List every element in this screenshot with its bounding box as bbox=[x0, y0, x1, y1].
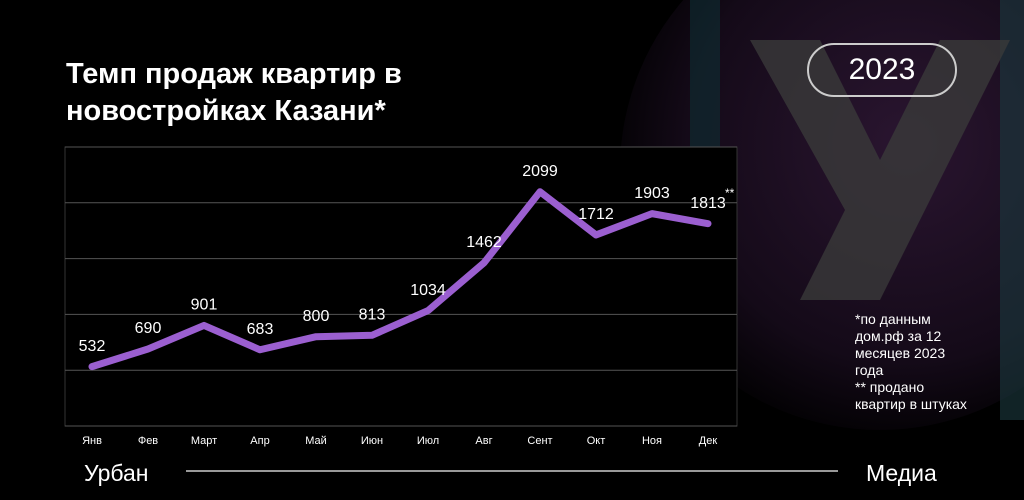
x-tick-label: Апр bbox=[250, 435, 269, 447]
title: Темп продаж квартир в новостройках Казан… bbox=[66, 58, 402, 127]
value-label: 2099 bbox=[522, 163, 558, 180]
series-line bbox=[88, 188, 712, 371]
footer-left: Урбан bbox=[84, 460, 149, 486]
value-label: 1903 bbox=[634, 185, 670, 202]
x-tick-label: Май bbox=[305, 435, 327, 447]
footer-right: Медиа bbox=[866, 460, 937, 486]
footnote-line: ** продано квартир в штуках bbox=[855, 379, 967, 412]
decor-logo bbox=[750, 40, 1010, 300]
value-label: 800 bbox=[303, 308, 330, 325]
x-tick-label: Авг bbox=[475, 435, 492, 447]
x-tick-label: Дек bbox=[699, 435, 718, 447]
value-label: 1813 bbox=[690, 195, 726, 212]
value-label: 532 bbox=[79, 338, 106, 355]
x-tick-label: Июл bbox=[417, 435, 439, 447]
x-tick-label: Сент bbox=[527, 435, 552, 447]
value-label: 901 bbox=[191, 297, 218, 314]
footnote-line: *по данным дом.рф за 12 месяцев 2023 год… bbox=[855, 311, 946, 378]
x-tick-label: Янв bbox=[82, 435, 102, 447]
x-tick-label: Ноя bbox=[642, 435, 662, 447]
value-label: 1034 bbox=[410, 282, 446, 299]
x-tick-label: Март bbox=[191, 435, 217, 447]
value-label: 1712 bbox=[578, 206, 614, 223]
x-tick-label: Фев bbox=[138, 435, 158, 447]
x-tick-label: Окт bbox=[587, 435, 606, 447]
value-label: 1462 bbox=[466, 234, 502, 251]
value-label: 813 bbox=[359, 306, 386, 323]
year-badge: 2023 bbox=[807, 43, 957, 97]
value-label: 683 bbox=[247, 321, 274, 338]
decor-stripe bbox=[1000, 0, 1024, 420]
annotation: ** bbox=[725, 186, 735, 200]
footnote: *по данным дом.рф за 12 месяцев 2023 год… bbox=[855, 311, 975, 413]
x-tick-label: Июн bbox=[361, 435, 383, 447]
value-label: 690 bbox=[135, 320, 162, 337]
